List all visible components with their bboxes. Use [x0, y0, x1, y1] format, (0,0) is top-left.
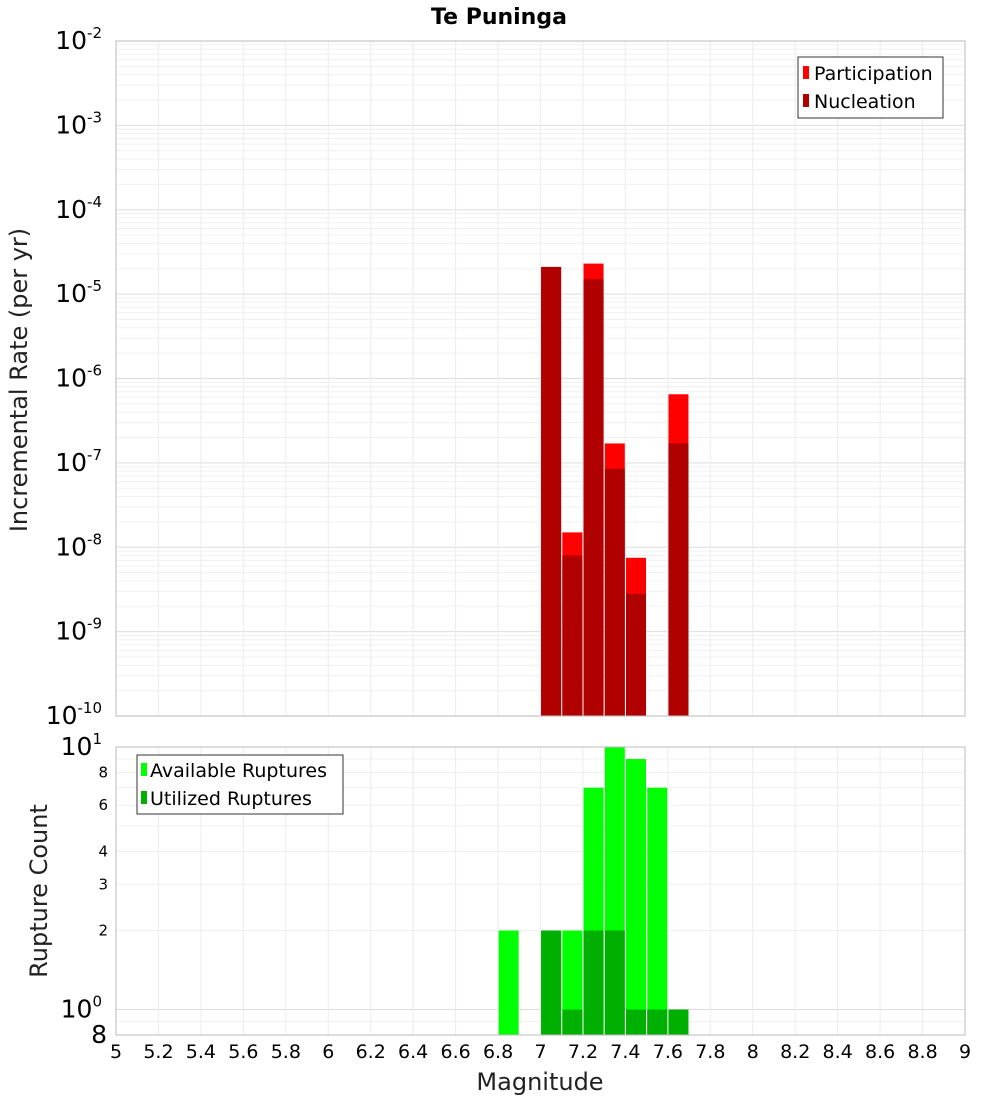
count-y-axis-label: Rupture Count	[25, 804, 53, 978]
x-tick-label: 6.2	[356, 1041, 386, 1063]
legend-swatch	[141, 791, 147, 804]
rate-y-tick-label: 10-4	[55, 193, 102, 224]
rate-panel: 10-2 10-3 10-4 10-5 10-6 10-7 10-8 10-9 10-10 Par…	[46, 24, 966, 730]
x-tick-label: 8.2	[780, 1041, 810, 1063]
rate-y-tick-label: 10-10	[46, 699, 102, 730]
legend-label: Utilized Ruptures	[150, 788, 312, 810]
count-legend-box	[136, 754, 344, 815]
rate-y-tick-label: 10-5	[55, 277, 102, 308]
utilized-ruptures-bar	[583, 930, 604, 1035]
chart-title: Te Puninga	[431, 5, 567, 30]
x-tick-label: 5.2	[143, 1041, 173, 1063]
magnitude-x-axis-label: Magnitude	[476, 1068, 603, 1096]
x-tick-label: 8.4	[823, 1041, 853, 1063]
rate-y-tick-label: 10-7	[55, 446, 102, 477]
x-tick-label: 8.8	[907, 1041, 937, 1063]
count-y-major-tick-label: 100	[61, 993, 102, 1024]
nucleation-bar	[562, 555, 583, 716]
x-tick-label: 6.6	[440, 1041, 470, 1063]
nucleation-bar	[668, 443, 689, 716]
rate-plot-border	[115, 40, 966, 717]
available-ruptures-bar	[498, 930, 519, 1035]
x-tick-label: 7.2	[568, 1041, 598, 1063]
count-y-minor-tick-label: 8	[98, 763, 108, 781]
x-tick-label: 5	[110, 1041, 122, 1063]
rate-y-tick-label: 10-6	[55, 362, 102, 393]
rate-legend: Participation Nucleation	[797, 56, 944, 119]
x-tick-label: 8.6	[865, 1041, 895, 1063]
count-y-minor-tick-label: 2	[98, 922, 108, 940]
legend-swatch	[141, 763, 147, 776]
utilized-ruptures-bar	[562, 1009, 583, 1035]
nucleation-bar	[583, 279, 604, 716]
count-y-major-tick-label: 101	[61, 730, 102, 761]
x-tick-label: 6.4	[398, 1041, 428, 1063]
rate-y-tick-label: 10-2	[55, 24, 102, 55]
rate-y-tick-label: 10-8	[55, 530, 102, 561]
nucleation-bar	[604, 468, 625, 716]
count-y-minor-tick-label: 4	[98, 842, 108, 860]
utilized-ruptures-bar	[668, 1009, 689, 1035]
x-tick-label: 8	[747, 1041, 759, 1063]
legend-swatch	[803, 66, 809, 79]
x-tick-label: 7.8	[695, 1041, 725, 1063]
chart-labels: Te Puninga Incremental Rate (per yr) Rup…	[5, 5, 604, 1096]
count-y-minor-tick-label: 8	[91, 1020, 107, 1049]
utilized-ruptures-bar	[626, 1009, 647, 1035]
x-tick-label: 7.6	[653, 1041, 683, 1063]
legend-label: Participation	[814, 63, 933, 85]
legend-label: Available Ruptures	[150, 760, 327, 782]
rate-legend-box	[797, 56, 944, 119]
x-tick-label: 5.4	[186, 1041, 216, 1063]
legend-label: Nucleation	[814, 91, 916, 113]
available-ruptures-bar	[626, 759, 647, 1035]
count-legend: Available Ruptures Utilized Ruptures	[136, 754, 344, 815]
x-tick-label: 7.4	[610, 1041, 640, 1063]
available-ruptures-bar	[647, 787, 668, 1035]
available-ruptures-bar	[562, 930, 583, 1035]
count-plot-border	[115, 746, 966, 1036]
legend-swatch	[803, 94, 809, 107]
count-y-minor-tick-label: 3	[98, 875, 108, 893]
x-tick-label: 5.8	[271, 1041, 301, 1063]
utilized-ruptures-bar	[541, 930, 562, 1035]
x-tick-label: 6	[322, 1041, 334, 1063]
utilized-ruptures-bar	[604, 930, 625, 1035]
x-tick-label: 6.8	[483, 1041, 513, 1063]
rate-y-tick-label: 10-9	[55, 615, 102, 646]
utilized-ruptures-bar	[647, 1009, 668, 1035]
count-y-minor-tick-label: 6	[98, 796, 108, 814]
nucleation-bar	[541, 266, 562, 716]
x-tick-label: 9	[959, 1041, 971, 1063]
rate-y-axis-label: Incremental Rate (per yr)	[5, 228, 33, 532]
x-tick-label: 5.6	[228, 1041, 258, 1063]
nucleation-bar	[626, 593, 647, 716]
rate-y-tick-label: 10-3	[55, 108, 102, 139]
x-tick-label: 7	[534, 1041, 546, 1063]
